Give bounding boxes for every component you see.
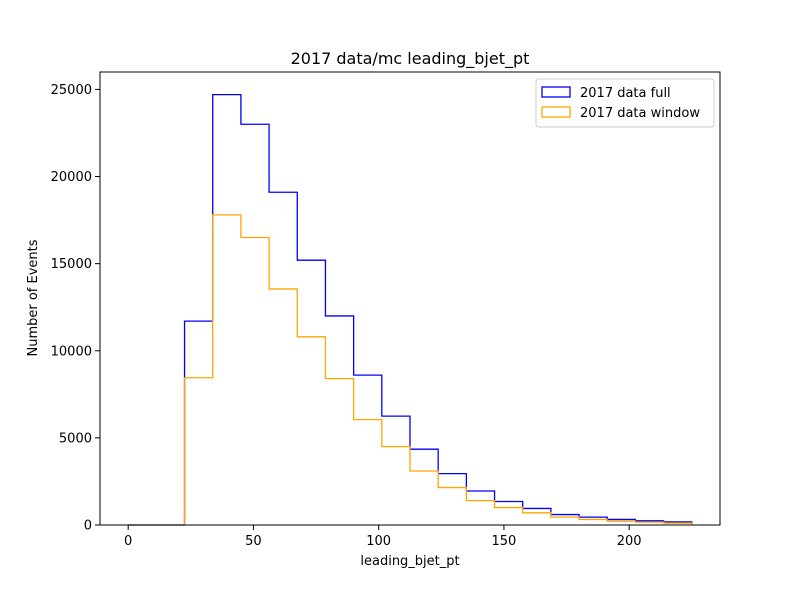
- x-tick-label-3: 150: [492, 534, 517, 549]
- y-tick-label-3: 15000: [51, 257, 92, 272]
- y-tick-label-4: 20000: [51, 170, 92, 185]
- legend-label-1: 2017 data window: [580, 106, 700, 121]
- legend-swatch-1: [541, 106, 571, 118]
- plot-area: [99, 71, 721, 526]
- y-tick-label-2: 10000: [51, 344, 92, 359]
- y-tick-label-5: 25000: [51, 83, 92, 98]
- x-tick-label-2: 100: [366, 534, 391, 549]
- y-tick-label-1: 5000: [59, 431, 92, 446]
- series-layer: [128, 94, 693, 526]
- legend: 2017 data full 2017 data window: [535, 78, 715, 128]
- x-tick-label-0: 0: [124, 534, 132, 549]
- legend-label-0: 2017 data full: [580, 86, 671, 101]
- chart-title: 2017 data/mc leading_bjet_pt: [291, 49, 530, 69]
- legend-swatch-0: [541, 86, 571, 98]
- legend-frame: [535, 78, 715, 128]
- series-line-0: [128, 94, 693, 526]
- y-tick-label-0: 0: [84, 519, 92, 534]
- x-axis: 0 50 100 150 200: [124, 525, 642, 549]
- plot-frame: [99, 71, 721, 526]
- x-axis-label: leading_bjet_pt: [360, 554, 459, 569]
- series-line-1: [128, 214, 693, 526]
- x-tick-label-1: 50: [245, 534, 262, 549]
- y-axis-label: Number of Events: [26, 239, 41, 356]
- x-tick-label-4: 200: [617, 534, 642, 549]
- y-axis: 0 5000 10000 15000 20000 25000: [51, 83, 100, 534]
